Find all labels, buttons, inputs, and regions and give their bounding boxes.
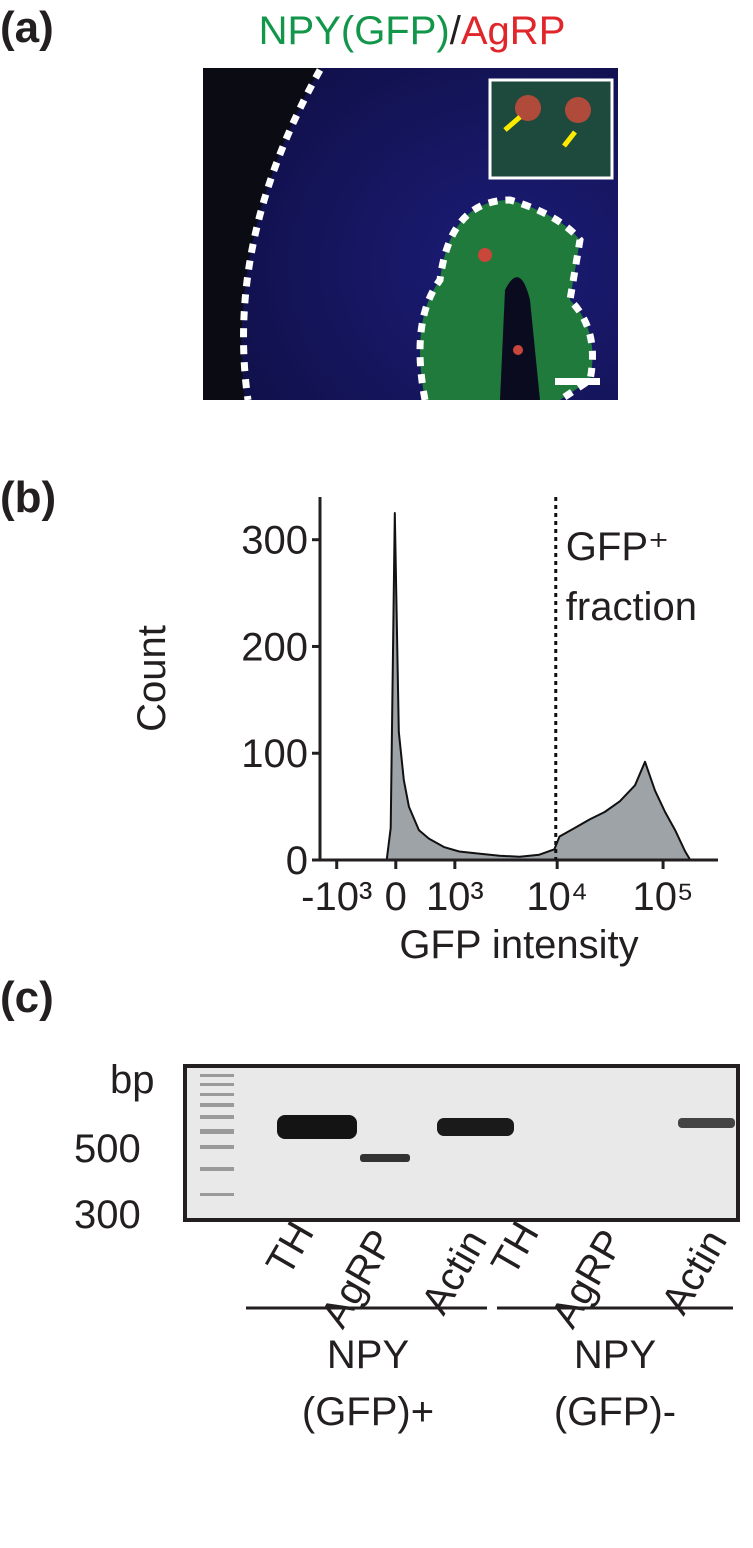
group-label: NPY bbox=[327, 1333, 409, 1377]
size-marker: 500 bbox=[74, 1127, 141, 1171]
panel-title: NPY(GFP)/AgRP bbox=[259, 9, 566, 53]
x-tick-label: 0 bbox=[385, 875, 407, 919]
x-tick-label: -10³ bbox=[301, 875, 372, 919]
title-part: NPY(GFP) bbox=[259, 9, 450, 53]
x-axis-label: GFP intensity bbox=[399, 923, 638, 967]
gel bbox=[183, 1064, 740, 1222]
y-tick-label: 0 bbox=[286, 839, 308, 883]
group-label: NPY bbox=[574, 1333, 656, 1377]
group-label: (GFP)- bbox=[554, 1390, 676, 1434]
y-axis-label: Count bbox=[130, 625, 174, 732]
x-tick-label: 10⁴ bbox=[526, 875, 588, 919]
x-tick-label: 10⁵ bbox=[633, 875, 694, 919]
histogram-area bbox=[385, 512, 692, 861]
panel-label: (a) bbox=[0, 3, 54, 52]
size-marker: 300 bbox=[74, 1193, 141, 1237]
title-part: AgRP bbox=[461, 9, 566, 53]
lane-label: TH bbox=[483, 1215, 548, 1283]
x-tick-label: 10³ bbox=[426, 875, 484, 919]
lane-label: TH bbox=[258, 1215, 323, 1283]
y-tick-label: 300 bbox=[241, 519, 308, 563]
y-tick-label: 200 bbox=[241, 625, 308, 669]
lane-label: AgRP bbox=[312, 1223, 402, 1335]
annotation: GFP⁺ bbox=[566, 525, 669, 569]
panel-label: (b) bbox=[0, 473, 56, 522]
annotation: fraction bbox=[566, 585, 697, 629]
title-part: / bbox=[450, 9, 462, 53]
panel-label: (c) bbox=[0, 973, 54, 1022]
micrograph bbox=[203, 68, 619, 403]
group-label: (GFP)+ bbox=[302, 1390, 434, 1434]
lane-label: AgRP bbox=[542, 1223, 632, 1335]
y-tick-label: 100 bbox=[241, 732, 308, 776]
size-unit: bp bbox=[110, 1058, 155, 1102]
